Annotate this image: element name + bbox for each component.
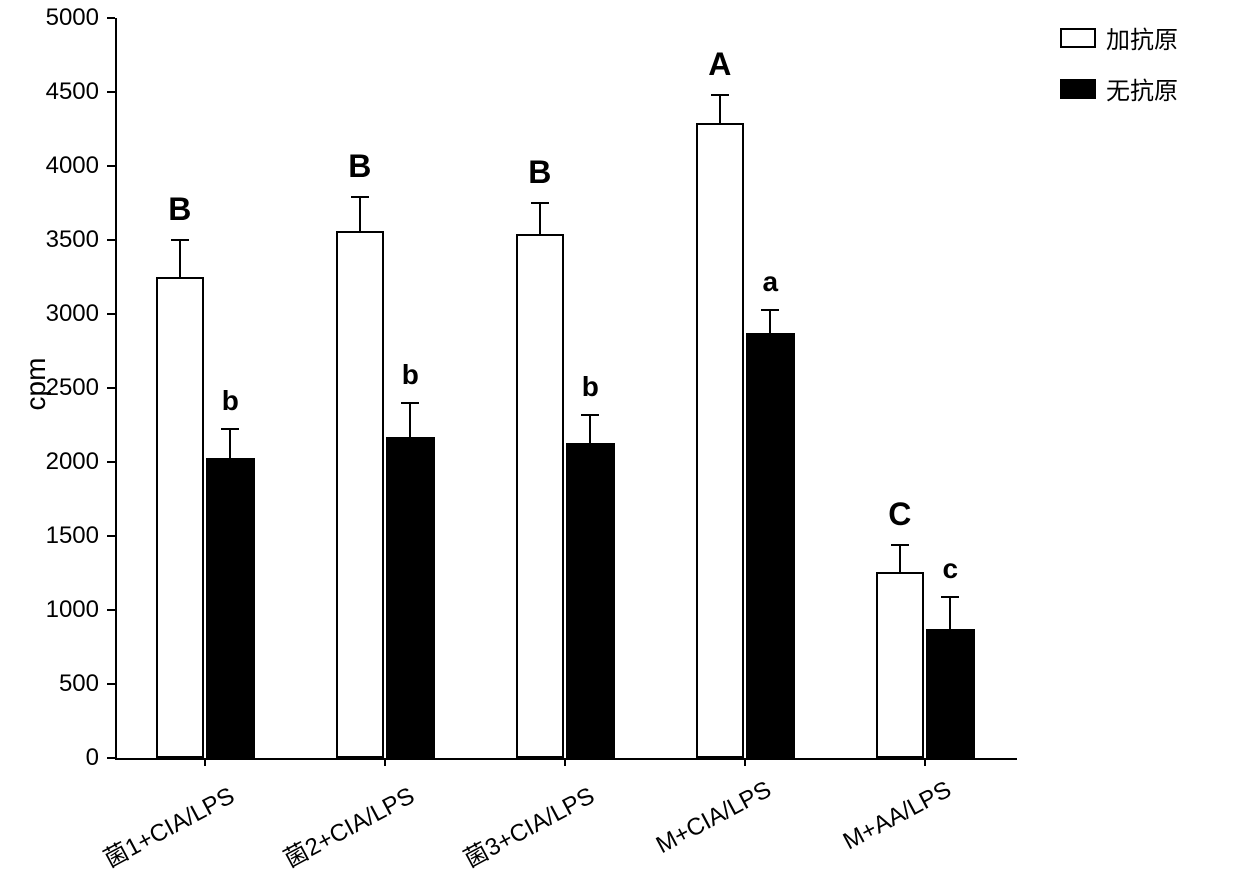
bar-with_antigen bbox=[516, 234, 565, 758]
y-axis-title: cpm bbox=[20, 354, 52, 414]
bar-chart: 0500100015002000250030003500400045005000… bbox=[0, 0, 1240, 890]
significance-label: B bbox=[528, 154, 551, 191]
error-bar bbox=[899, 545, 901, 572]
significance-label: C bbox=[888, 496, 911, 533]
significance-label: b bbox=[222, 385, 239, 417]
error-bar bbox=[719, 95, 721, 123]
y-tick-label: 1000 bbox=[0, 596, 99, 624]
error-bar bbox=[229, 429, 231, 457]
bar-with_antigen bbox=[696, 123, 745, 758]
y-tick-label: 3000 bbox=[0, 300, 99, 328]
error-bar bbox=[949, 597, 951, 630]
significance-label: b bbox=[402, 359, 419, 391]
significance-label: b bbox=[582, 371, 599, 403]
legend-item: 无抗原 bbox=[1060, 71, 1178, 106]
x-tick bbox=[384, 758, 386, 766]
y-tick bbox=[107, 609, 115, 611]
x-category-label: 菌3+CIA/LPS bbox=[456, 776, 599, 874]
y-tick bbox=[107, 91, 115, 93]
y-tick bbox=[107, 165, 115, 167]
bar-with_antigen bbox=[876, 572, 925, 758]
significance-label: B bbox=[348, 148, 371, 185]
bar-no_antigen bbox=[566, 443, 615, 758]
significance-label: B bbox=[168, 191, 191, 228]
legend-label: 无抗原 bbox=[1106, 71, 1178, 106]
x-category-label: M+AA/LPS bbox=[839, 776, 956, 856]
significance-label: c bbox=[942, 553, 958, 585]
legend: 加抗原无抗原 bbox=[1060, 20, 1178, 122]
legend-swatch bbox=[1060, 28, 1096, 48]
error-bar bbox=[359, 197, 361, 231]
error-bar bbox=[179, 240, 181, 277]
y-tick bbox=[107, 239, 115, 241]
error-bar-cap bbox=[891, 544, 909, 546]
legend-label: 加抗原 bbox=[1106, 20, 1178, 55]
error-bar-cap bbox=[761, 309, 779, 311]
x-tick bbox=[564, 758, 566, 766]
legend-item: 加抗原 bbox=[1060, 20, 1178, 55]
y-tick-label: 2000 bbox=[0, 448, 99, 476]
error-bar-cap bbox=[171, 239, 189, 241]
error-bar bbox=[769, 310, 771, 334]
y-tick-label: 500 bbox=[0, 670, 99, 698]
bar-no_antigen bbox=[926, 629, 975, 758]
y-tick-label: 4000 bbox=[0, 152, 99, 180]
error-bar bbox=[589, 415, 591, 443]
y-tick bbox=[107, 683, 115, 685]
bar-no_antigen bbox=[206, 458, 255, 758]
y-tick-label: 4500 bbox=[0, 78, 99, 106]
error-bar-cap bbox=[351, 196, 369, 198]
error-bar-cap bbox=[941, 596, 959, 598]
error-bar-cap bbox=[531, 202, 549, 204]
bar-no_antigen bbox=[386, 437, 435, 758]
significance-label: a bbox=[762, 266, 778, 298]
y-tick bbox=[107, 17, 115, 19]
y-tick bbox=[107, 535, 115, 537]
significance-label: A bbox=[708, 46, 731, 83]
error-bar-cap bbox=[581, 414, 599, 416]
bar-with_antigen bbox=[156, 277, 205, 758]
y-tick bbox=[107, 387, 115, 389]
error-bar bbox=[409, 403, 411, 437]
y-tick-label: 0 bbox=[0, 744, 99, 772]
x-category-label: 菌2+CIA/LPS bbox=[276, 776, 419, 874]
y-tick bbox=[107, 313, 115, 315]
y-tick bbox=[107, 461, 115, 463]
error-bar-cap bbox=[221, 428, 239, 430]
x-tick bbox=[204, 758, 206, 766]
x-tick bbox=[924, 758, 926, 766]
legend-swatch bbox=[1060, 79, 1096, 99]
x-tick bbox=[744, 758, 746, 766]
bar-no_antigen bbox=[746, 333, 795, 758]
y-tick-label: 1500 bbox=[0, 522, 99, 550]
error-bar-cap bbox=[711, 94, 729, 96]
y-tick bbox=[107, 757, 115, 759]
error-bar-cap bbox=[401, 402, 419, 404]
x-category-label: M+CIA/LPS bbox=[652, 776, 776, 860]
y-tick-label: 3500 bbox=[0, 226, 99, 254]
x-category-label: 菌1+CIA/LPS bbox=[96, 776, 239, 874]
error-bar bbox=[539, 203, 541, 234]
bar-with_antigen bbox=[336, 231, 385, 758]
y-tick-label: 5000 bbox=[0, 4, 99, 32]
